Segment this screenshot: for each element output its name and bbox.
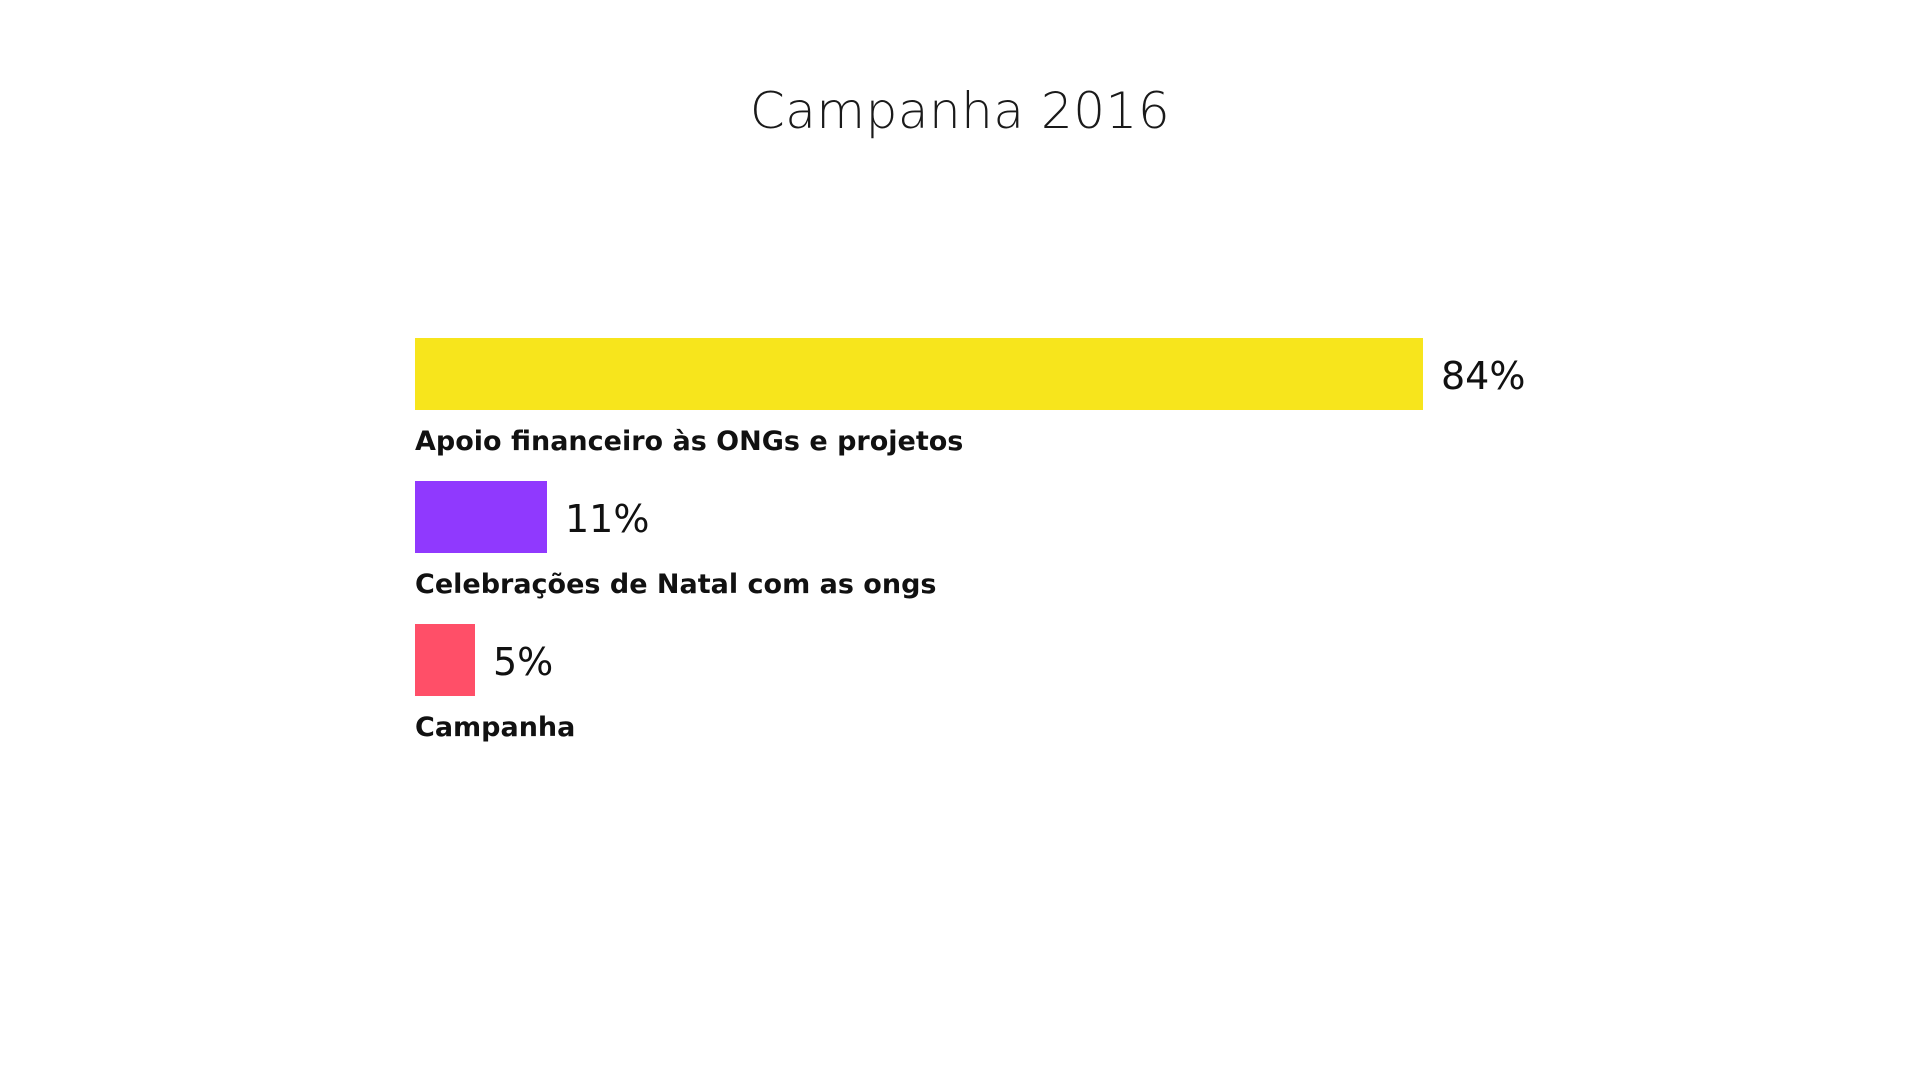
- bar-row-campanha: 5% Campanha: [415, 624, 1615, 754]
- bar-value-label: 11%: [565, 497, 650, 541]
- bar: [415, 624, 475, 696]
- bar-row-apoio-financeiro-as-ongs-e-projetos: 84% Apoio financeiro às ONGs e projetos: [415, 338, 1615, 468]
- category-label: Campanha: [415, 712, 576, 743]
- bar-chart: 84% Apoio financeiro às ONGs e projetos 11…: [415, 338, 1615, 758]
- bar: [415, 481, 547, 553]
- bar-value-label: 5%: [493, 640, 554, 684]
- chart-title: Campanha 2016: [749, 82, 1171, 140]
- category-label: Apoio financeiro às ONGs e projetos: [415, 426, 964, 457]
- bar-row-celebracoes-de-natal-com-as-ongs: 11% Celebrações de Natal com as ongs: [415, 481, 1615, 611]
- category-label: Celebrações de Natal com as ongs: [415, 569, 937, 600]
- bar-value-label: 84%: [1441, 354, 1526, 398]
- bar: [415, 338, 1423, 410]
